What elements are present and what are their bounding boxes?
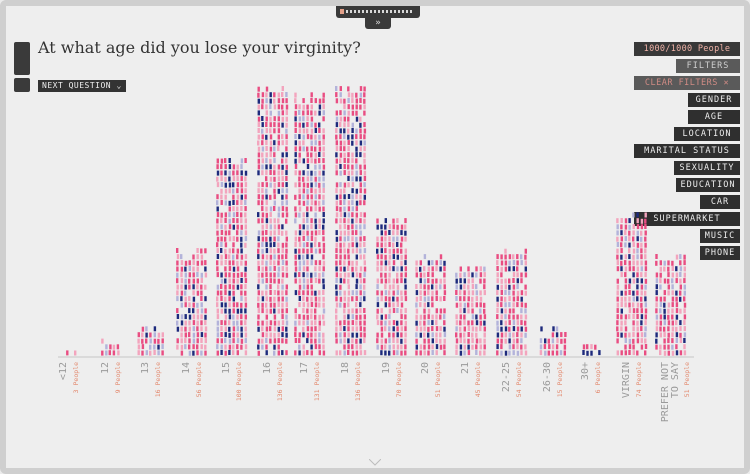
- category-label: 21: [460, 362, 471, 374]
- people-count: 1000/1000 People: [634, 42, 740, 56]
- count-label: 51 People: [683, 362, 691, 397]
- filter-panel: 1000/1000 People FILTERS CLEAR FILTERS ✕…: [634, 42, 740, 263]
- clear-filters-button[interactable]: CLEAR FILTERS ✕: [634, 76, 740, 90]
- category-label: 22-25: [501, 362, 512, 392]
- filter-sexuality-button[interactable]: SEXUALITY: [674, 161, 740, 175]
- bar-26-30[interactable]: [539, 326, 567, 356]
- category-label: 18: [340, 362, 351, 374]
- progress-bar[interactable]: [336, 6, 420, 18]
- progress-marker: [340, 9, 344, 14]
- filter-car-button[interactable]: CAR: [700, 195, 740, 209]
- bar-30-[interactable]: [582, 344, 601, 356]
- category-label: PREFER NOT: [660, 362, 671, 422]
- bar-17[interactable]: [294, 92, 326, 356]
- count-label: 74 People: [635, 362, 643, 397]
- progress-dots: [342, 10, 414, 13]
- question-title: At what age did you lose your virginity?: [38, 38, 361, 57]
- category-label: 15: [221, 362, 232, 374]
- next-question-label: NEXT QUESTION: [42, 81, 112, 90]
- bar-20[interactable]: [415, 254, 447, 356]
- count-label: 136 People: [354, 362, 362, 401]
- bar-19[interactable]: [376, 218, 408, 356]
- category-label: TO SAY: [670, 362, 681, 398]
- category-label: 13: [140, 362, 151, 374]
- count-label: 45 People: [474, 362, 482, 397]
- category-label: 17: [299, 362, 310, 374]
- category-label: <12: [58, 362, 69, 380]
- bar--12[interactable]: [66, 350, 77, 356]
- category-label: 26-30: [542, 362, 553, 392]
- filter-age-button[interactable]: AGE: [688, 110, 740, 124]
- bar-16[interactable]: [257, 86, 289, 356]
- chevron-down-icon: ⌄: [116, 81, 122, 90]
- count-label: 9 People: [114, 362, 122, 393]
- bar-15[interactable]: [216, 158, 248, 356]
- count-label: 56 People: [195, 362, 203, 397]
- count-label: 131 People: [313, 362, 321, 401]
- next-question-button[interactable]: NEXT QUESTION ⌄: [38, 80, 126, 92]
- category-label: 30+: [580, 362, 591, 380]
- count-label: 54 People: [515, 362, 523, 397]
- category-label: 19: [381, 362, 392, 374]
- count-label: 136 People: [276, 362, 284, 401]
- bar-12[interactable]: [101, 338, 120, 356]
- count-label: 70 People: [395, 362, 403, 397]
- left-tab-bottom[interactable]: [14, 78, 30, 92]
- count-label: 100 People: [235, 362, 243, 401]
- filter-gender-button[interactable]: GENDER: [688, 93, 740, 107]
- category-label: VIRGIN: [621, 362, 632, 398]
- count-label: 51 People: [434, 362, 442, 397]
- category-label: 12: [100, 362, 111, 374]
- category-label: 20: [420, 362, 431, 374]
- filter-marital-status-button[interactable]: MARITAL STATUS: [634, 144, 740, 158]
- filter-music-button[interactable]: MUSIC: [700, 229, 740, 243]
- filters-button[interactable]: FILTERS: [676, 59, 740, 73]
- count-label: 15 People: [556, 362, 564, 397]
- bottom-notch: [369, 459, 381, 466]
- filter-education-button[interactable]: EDUCATION: [676, 178, 740, 192]
- filter-supermarket-button[interactable]: SUPERMARKET: [634, 212, 740, 226]
- category-label: 16: [262, 362, 273, 374]
- bar-18[interactable]: [335, 86, 367, 356]
- chevron-down-icon[interactable]: »: [365, 18, 391, 29]
- count-label: 16 People: [154, 362, 162, 397]
- bar-13[interactable]: [137, 326, 164, 356]
- bar-22-25[interactable]: [496, 248, 528, 356]
- bar-14[interactable]: [176, 248, 208, 356]
- count-label: 6 People: [594, 362, 602, 393]
- category-label: 14: [181, 362, 192, 374]
- left-tab-top[interactable]: [14, 42, 30, 75]
- bar-21[interactable]: [455, 266, 487, 356]
- count-label: 3 People: [72, 362, 80, 393]
- filter-phone-button[interactable]: PHONE: [700, 246, 740, 260]
- bar-prefer-not-to-say[interactable]: [655, 254, 687, 356]
- bar-virgin[interactable]: [616, 212, 648, 356]
- filter-location-button[interactable]: LOCATION: [674, 127, 740, 141]
